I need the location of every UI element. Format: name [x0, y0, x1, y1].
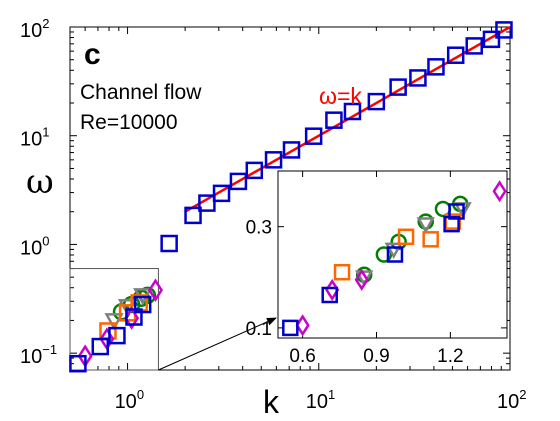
inset-circle-marker-4: [375, 246, 393, 263]
main-diamond-marker-1: [148, 278, 163, 302]
x-tick-label: 101: [306, 387, 335, 413]
inset-square-marker-0: [443, 215, 460, 233]
inset-square-marker-0: [321, 286, 338, 304]
annotation-flow-type: Channel flow: [80, 81, 202, 104]
main-square-marker-0: [304, 127, 323, 145]
main-square-marker-0: [495, 21, 513, 39]
main-square-marker-0: [325, 111, 343, 129]
main-square-marker-0: [427, 58, 445, 76]
y-tick-label: 10−1: [20, 342, 57, 368]
inset-square-marker-2: [422, 231, 439, 248]
main-square-marker-0: [69, 354, 87, 373]
main-square-marker-0: [245, 161, 264, 180]
main-triangle-down-marker-3: [104, 313, 124, 331]
main-square-marker-0: [133, 295, 152, 314]
x-axis-label: k: [263, 384, 280, 420]
main-square-marker-0: [389, 78, 407, 96]
inset-square-marker-0: [448, 203, 465, 220]
inset-plot: 0.6 0.9 1.2 0.1 0.3: [158, 170, 508, 371]
main-square-marker-0: [229, 172, 248, 191]
zoom-region-box: [69, 268, 159, 371]
inset-square-marker-2: [333, 263, 351, 281]
inset-diamond-marker-1: [492, 180, 507, 203]
main-square-marker-0: [446, 46, 465, 64]
y-tick-label: 102: [20, 16, 49, 42]
inset-diamond-marker-1: [354, 268, 369, 291]
annotation-reynolds: Re=10000: [80, 111, 178, 134]
main-square-marker-0: [482, 30, 501, 49]
y-tick-label: 101: [20, 125, 49, 151]
main-square-marker-0: [160, 234, 178, 253]
inset-square-marker-0: [282, 319, 299, 337]
inset-triangle-down-marker-3: [355, 270, 374, 287]
main-square-marker-0: [91, 337, 110, 356]
inset-x-tick-label: 1.2: [437, 346, 463, 367]
main-square-marker-0: [282, 141, 301, 159]
main-square-marker-0: [409, 69, 427, 87]
inset-y-tick-label: 0.1: [246, 319, 272, 340]
inset-x-tick-label: 0.6: [289, 346, 315, 367]
main-square-marker-0: [108, 326, 126, 345]
panel-letter: c: [84, 38, 101, 71]
inset-triangle-down-marker-3: [416, 217, 435, 234]
main-square-marker-0: [212, 184, 231, 203]
main-square-marker-0: [343, 102, 362, 121]
main-square-marker-0: [465, 37, 483, 55]
inset-square-marker-0: [386, 246, 404, 263]
inset-y-tick-label: 0.3: [246, 218, 272, 239]
main-square-marker-0: [184, 206, 202, 225]
x-tick-label: 100: [115, 387, 144, 413]
y-tick-label: 100: [20, 233, 49, 259]
inset-square-marker-2: [397, 228, 415, 246]
inset-triangle-down-marker-3: [384, 242, 403, 260]
line-label-omega-k: ω=k: [319, 83, 362, 109]
main-square-marker-0: [264, 151, 283, 169]
main-axes-frame: [69, 26, 511, 371]
main-square-marker-0: [367, 92, 386, 111]
inset-x-tick-label: 0.9: [363, 346, 389, 367]
inset-diamond-marker-1: [295, 314, 310, 337]
main-plot: 100 101 102 10−1 100 101 102: [20, 16, 526, 413]
y-axis-label: ω: [26, 162, 54, 202]
x-tick-label: 102: [497, 387, 526, 413]
zoom-arrow: [158, 317, 277, 371]
main-square-marker-0: [198, 194, 216, 212]
